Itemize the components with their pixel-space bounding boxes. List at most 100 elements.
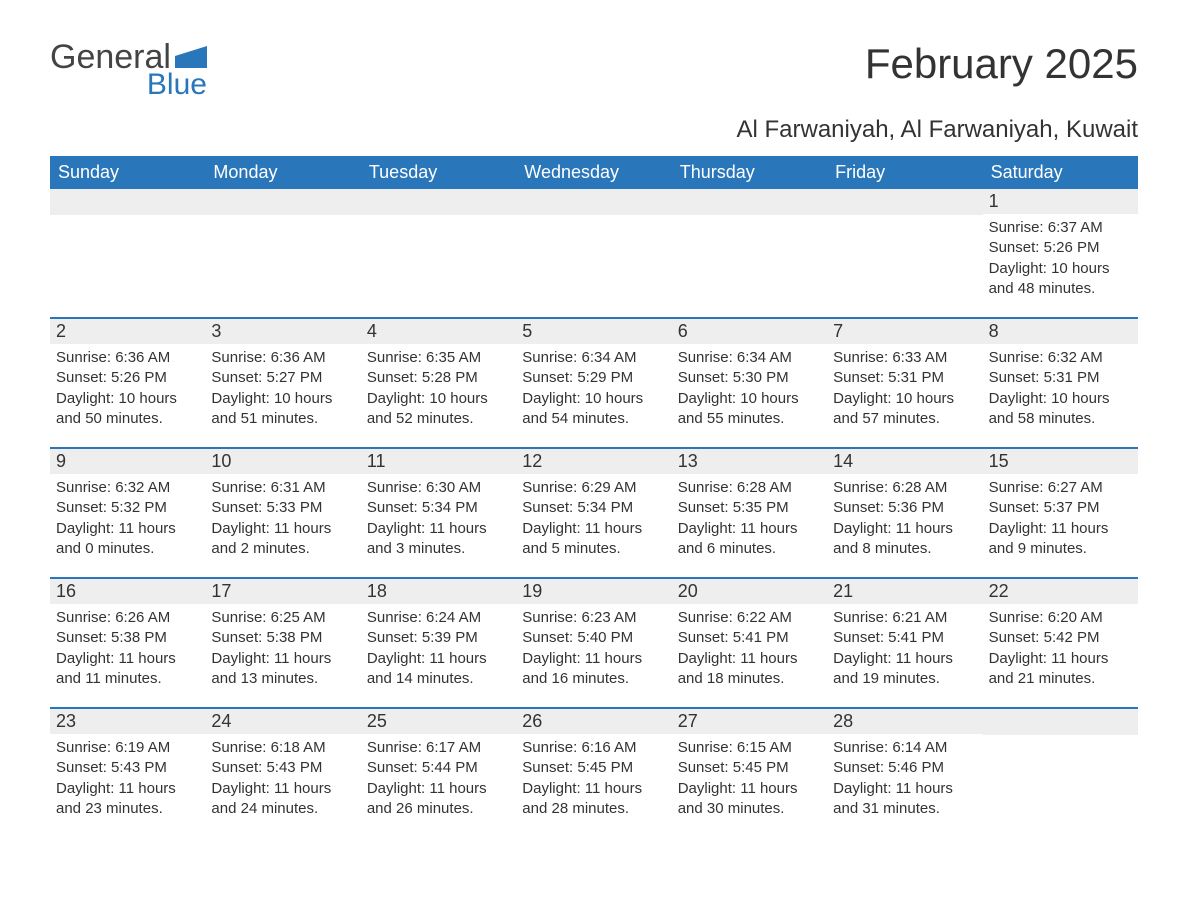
weekday-header: Friday <box>827 156 982 189</box>
daylight2-text: and 3 minutes. <box>367 539 510 559</box>
daylight1-text: Daylight: 10 hours <box>211 389 354 409</box>
day-number: 7 <box>827 319 982 344</box>
day-number: 26 <box>516 709 671 734</box>
daylight1-text: Daylight: 11 hours <box>56 519 199 539</box>
daylight2-text: and 18 minutes. <box>678 669 821 689</box>
day-number: 23 <box>50 709 205 734</box>
weekday-header-row: Sunday Monday Tuesday Wednesday Thursday… <box>50 156 1138 189</box>
weekday-header: Tuesday <box>361 156 516 189</box>
day-cell: 12Sunrise: 6:29 AMSunset: 5:34 PMDayligh… <box>516 449 671 577</box>
day-details: Sunrise: 6:23 AMSunset: 5:40 PMDaylight:… <box>516 604 671 697</box>
sunset-text: Sunset: 5:45 PM <box>522 758 665 778</box>
daylight2-text: and 55 minutes. <box>678 409 821 429</box>
day-cell: 6Sunrise: 6:34 AMSunset: 5:30 PMDaylight… <box>672 319 827 447</box>
day-cell: 19Sunrise: 6:23 AMSunset: 5:40 PMDayligh… <box>516 579 671 707</box>
sunset-text: Sunset: 5:38 PM <box>211 628 354 648</box>
day-details: Sunrise: 6:17 AMSunset: 5:44 PMDaylight:… <box>361 734 516 827</box>
sunset-text: Sunset: 5:33 PM <box>211 498 354 518</box>
daylight2-text: and 54 minutes. <box>522 409 665 429</box>
day-number: 22 <box>983 579 1138 604</box>
day-number: 5 <box>516 319 671 344</box>
weekday-header: Saturday <box>983 156 1138 189</box>
sunrise-text: Sunrise: 6:27 AM <box>989 478 1132 498</box>
daylight2-text: and 21 minutes. <box>989 669 1132 689</box>
daylight2-text: and 23 minutes. <box>56 799 199 819</box>
sunset-text: Sunset: 5:37 PM <box>989 498 1132 518</box>
sunset-text: Sunset: 5:26 PM <box>56 368 199 388</box>
sunrise-text: Sunrise: 6:28 AM <box>678 478 821 498</box>
sunset-text: Sunset: 5:43 PM <box>211 758 354 778</box>
daylight2-text: and 8 minutes. <box>833 539 976 559</box>
day-number: 11 <box>361 449 516 474</box>
sunset-text: Sunset: 5:28 PM <box>367 368 510 388</box>
sunrise-text: Sunrise: 6:36 AM <box>56 348 199 368</box>
sunrise-text: Sunrise: 6:18 AM <box>211 738 354 758</box>
daylight1-text: Daylight: 11 hours <box>989 519 1132 539</box>
day-details: Sunrise: 6:24 AMSunset: 5:39 PMDaylight:… <box>361 604 516 697</box>
daylight1-text: Daylight: 11 hours <box>211 519 354 539</box>
day-number: 13 <box>672 449 827 474</box>
day-number: 12 <box>516 449 671 474</box>
daylight1-text: Daylight: 11 hours <box>367 779 510 799</box>
sunset-text: Sunset: 5:44 PM <box>367 758 510 778</box>
sunrise-text: Sunrise: 6:31 AM <box>211 478 354 498</box>
day-number: 15 <box>983 449 1138 474</box>
daylight1-text: Daylight: 11 hours <box>56 779 199 799</box>
location-text: Al Farwaniyah, Al Farwaniyah, Kuwait <box>50 116 1138 144</box>
sunset-text: Sunset: 5:30 PM <box>678 368 821 388</box>
title-block: February 2025 <box>865 40 1138 88</box>
daylight1-text: Daylight: 10 hours <box>678 389 821 409</box>
day-number: 24 <box>205 709 360 734</box>
daylight2-text: and 13 minutes. <box>211 669 354 689</box>
day-cell <box>50 189 205 317</box>
day-details: Sunrise: 6:15 AMSunset: 5:45 PMDaylight:… <box>672 734 827 827</box>
daylight1-text: Daylight: 10 hours <box>833 389 976 409</box>
daylight2-text: and 28 minutes. <box>522 799 665 819</box>
day-number: 4 <box>361 319 516 344</box>
daylight1-text: Daylight: 10 hours <box>989 259 1132 279</box>
day-cell <box>983 709 1138 837</box>
day-cell: 11Sunrise: 6:30 AMSunset: 5:34 PMDayligh… <box>361 449 516 577</box>
weekday-header: Wednesday <box>516 156 671 189</box>
day-details: Sunrise: 6:34 AMSunset: 5:29 PMDaylight:… <box>516 344 671 437</box>
day-cell: 25Sunrise: 6:17 AMSunset: 5:44 PMDayligh… <box>361 709 516 837</box>
day-number <box>827 189 982 215</box>
day-cell: 14Sunrise: 6:28 AMSunset: 5:36 PMDayligh… <box>827 449 982 577</box>
day-cell <box>516 189 671 317</box>
day-number <box>516 189 671 215</box>
sunset-text: Sunset: 5:45 PM <box>678 758 821 778</box>
week-row: 23Sunrise: 6:19 AMSunset: 5:43 PMDayligh… <box>50 707 1138 837</box>
daylight1-text: Daylight: 11 hours <box>367 649 510 669</box>
sunset-text: Sunset: 5:34 PM <box>522 498 665 518</box>
sunset-text: Sunset: 5:31 PM <box>989 368 1132 388</box>
day-number <box>983 709 1138 735</box>
day-cell: 13Sunrise: 6:28 AMSunset: 5:35 PMDayligh… <box>672 449 827 577</box>
sunrise-text: Sunrise: 6:33 AM <box>833 348 976 368</box>
daylight1-text: Daylight: 11 hours <box>678 649 821 669</box>
sunrise-text: Sunrise: 6:14 AM <box>833 738 976 758</box>
day-details: Sunrise: 6:31 AMSunset: 5:33 PMDaylight:… <box>205 474 360 567</box>
sunrise-text: Sunrise: 6:22 AM <box>678 608 821 628</box>
day-details: Sunrise: 6:21 AMSunset: 5:41 PMDaylight:… <box>827 604 982 697</box>
day-details: Sunrise: 6:26 AMSunset: 5:38 PMDaylight:… <box>50 604 205 697</box>
day-number: 25 <box>361 709 516 734</box>
day-details: Sunrise: 6:19 AMSunset: 5:43 PMDaylight:… <box>50 734 205 827</box>
logo: General Blue <box>50 40 207 100</box>
day-cell: 1Sunrise: 6:37 AMSunset: 5:26 PMDaylight… <box>983 189 1138 317</box>
sunrise-text: Sunrise: 6:17 AM <box>367 738 510 758</box>
day-number: 27 <box>672 709 827 734</box>
daylight2-text: and 52 minutes. <box>367 409 510 429</box>
day-details: Sunrise: 6:30 AMSunset: 5:34 PMDaylight:… <box>361 474 516 567</box>
sunset-text: Sunset: 5:36 PM <box>833 498 976 518</box>
daylight1-text: Daylight: 11 hours <box>211 649 354 669</box>
sunset-text: Sunset: 5:32 PM <box>56 498 199 518</box>
day-number <box>205 189 360 215</box>
daylight2-text: and 58 minutes. <box>989 409 1132 429</box>
day-details: Sunrise: 6:32 AMSunset: 5:31 PMDaylight:… <box>983 344 1138 437</box>
day-cell: 10Sunrise: 6:31 AMSunset: 5:33 PMDayligh… <box>205 449 360 577</box>
day-details: Sunrise: 6:20 AMSunset: 5:42 PMDaylight:… <box>983 604 1138 697</box>
daylight2-text: and 19 minutes. <box>833 669 976 689</box>
day-number: 1 <box>983 189 1138 214</box>
sunset-text: Sunset: 5:27 PM <box>211 368 354 388</box>
sunset-text: Sunset: 5:43 PM <box>56 758 199 778</box>
